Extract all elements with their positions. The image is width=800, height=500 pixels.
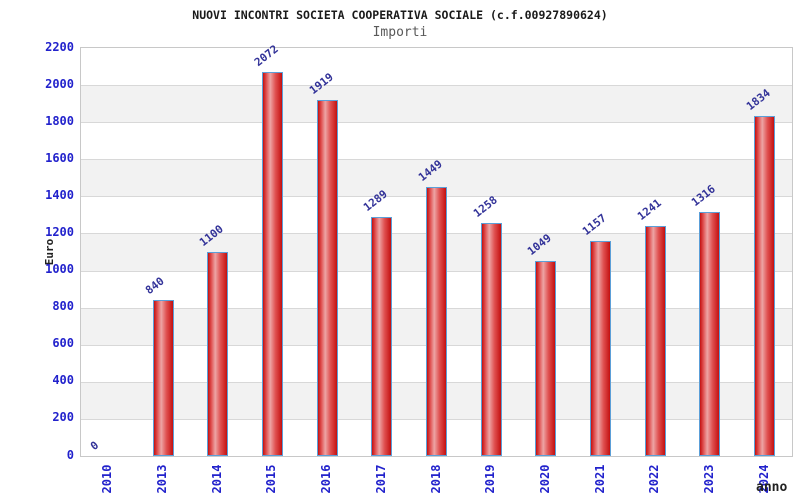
bar-2017 [371,216,393,456]
bar-2023 [699,211,721,456]
x-tick-label: 2019 [483,464,498,494]
bar-2021 [590,241,612,456]
x-tick-label: 2018 [428,464,443,494]
bar-2015 [261,71,283,456]
x-axis-label: anno [756,480,788,495]
plot-band [81,122,792,159]
x-tick-label: 2013 [155,464,170,494]
bar-2018 [426,187,447,456]
chart-title: NUOVI INCONTRI SOCIETA COOPERATIVA SOCIA… [192,8,608,22]
bar-2014 [207,252,229,456]
bar-2016 [316,100,338,456]
bar-2013 [152,300,174,456]
bar-2019 [480,222,502,456]
x-tick-label: 2022 [647,464,662,494]
x-tick-label: 2015 [264,464,279,494]
y-tick-label: 1600 [45,150,74,165]
y-tick-label: 1800 [45,113,74,128]
y-tick-label: 200 [52,410,74,425]
x-tick-label: 2014 [209,464,224,494]
x-tick-label: 2020 [537,464,552,494]
x-tick-label: 2021 [592,464,607,494]
y-tick-label: 400 [52,373,74,388]
plot-band [81,48,792,85]
y-tick-label: 1400 [45,187,74,202]
y-tick-label: 2200 [45,39,74,54]
bar-2024 [754,115,776,456]
y-tick-label: 1000 [45,262,74,277]
y-tick-label: 1200 [45,224,74,239]
x-tick-label: 2023 [701,464,716,494]
bar-2020 [535,261,557,456]
x-tick-label: 2010 [100,464,115,494]
x-tick-label: 2017 [373,464,388,494]
y-tick-label: 2000 [45,76,74,91]
x-tick-label: 2016 [319,464,334,494]
plot-area: 0 840 1100 2072 1919 1289 1449 1258 1049 1157 1241… [80,42,793,457]
bar-2022 [644,225,666,456]
y-tick-label: 600 [52,336,74,351]
y-tick-label: 0 [66,447,74,462]
chart-subtitle: Importi [372,25,428,40]
y-tick-label: 800 [52,299,74,314]
plot-band [81,85,792,123]
